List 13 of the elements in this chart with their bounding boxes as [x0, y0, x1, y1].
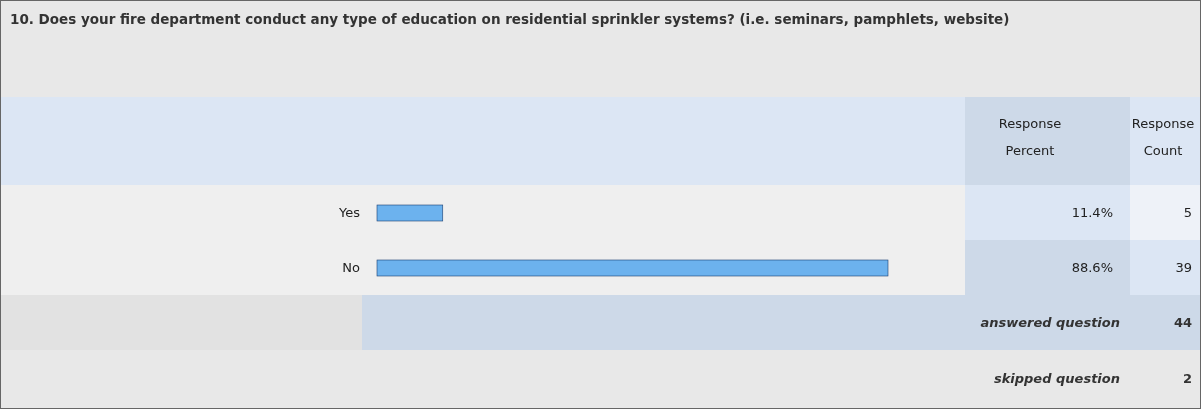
y-tick-label: Yes [338, 205, 361, 220]
text: skipped question [993, 371, 1120, 386]
text: Response Count [1131, 116, 1195, 158]
data-label: 88.6% [1071, 260, 1113, 275]
chart-title: 10. Does your fire department conduct any type of education on residential sprinkler systems? (i.e. seminars, pamphlets, website) [10, 10, 1011, 29]
text: 39 [1175, 260, 1192, 275]
text: 5 [1183, 205, 1192, 220]
text: 2 [1182, 371, 1192, 386]
data-label: 11.4% [1071, 205, 1113, 220]
text: 44 [1173, 315, 1192, 330]
text: answered question [980, 315, 1120, 330]
text: Response Percent [998, 116, 1062, 158]
y-tick-label: No [342, 260, 361, 275]
